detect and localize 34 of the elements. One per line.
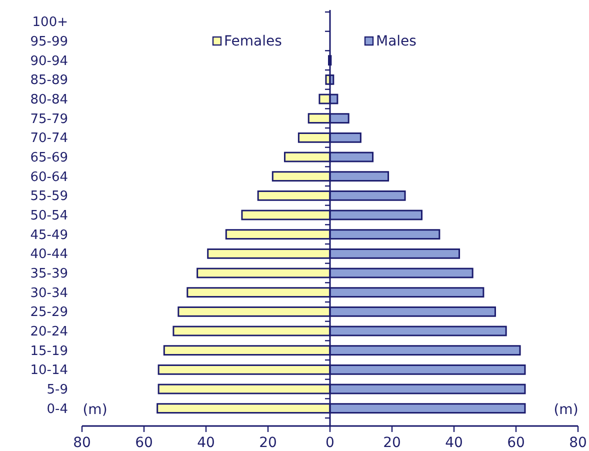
y-tick-label: 20-24 [30,324,68,340]
y-tick-label: 75-79 [30,112,68,127]
y-tick-label: 60-64 [30,170,68,185]
x-tick-label: 60 [507,435,525,451]
y-tick-label: 55-59 [30,189,68,204]
annotation: (m) [82,402,108,418]
x-tick-label: 80 [73,435,91,451]
y-tick-label: 100+ [32,15,68,30]
y-tick-label: 5-9 [46,382,68,398]
y-tick-label: 45-49 [30,228,68,243]
x-tick-label: 60 [135,435,153,451]
x-tick-label: 20 [383,435,401,451]
y-tick-label: 85-89 [30,73,68,88]
x-tick-label: 40 [197,435,215,451]
x-tick-label: 40 [445,435,463,451]
y-tick-label: 40-44 [30,247,68,262]
y-tick-label: 50-54 [30,208,68,224]
annotation: (m) [554,402,578,418]
y-tick-label: 10-14 [30,363,68,378]
x-tick-label: 80 [569,435,587,451]
y-tick-label: 80-84 [30,92,68,108]
y-tick-label: 95-99 [30,34,68,50]
y-tick-label: 90-94 [30,54,68,69]
y-tick-label: 25-29 [30,305,68,320]
y-tick-label: 35-39 [30,266,68,282]
y-tick-label: 0-4 [46,402,68,417]
y-tick-label: 30-34 [30,286,68,301]
y-tick-label: 65-69 [30,150,68,166]
x-tick-label: 20 [259,435,277,451]
x-tick-label: 0 [326,435,334,451]
legend-label: Males [376,34,416,50]
y-tick-label: 70-74 [30,131,68,146]
legend-label: Females [224,34,282,50]
y-tick-label: 15-19 [30,344,68,359]
